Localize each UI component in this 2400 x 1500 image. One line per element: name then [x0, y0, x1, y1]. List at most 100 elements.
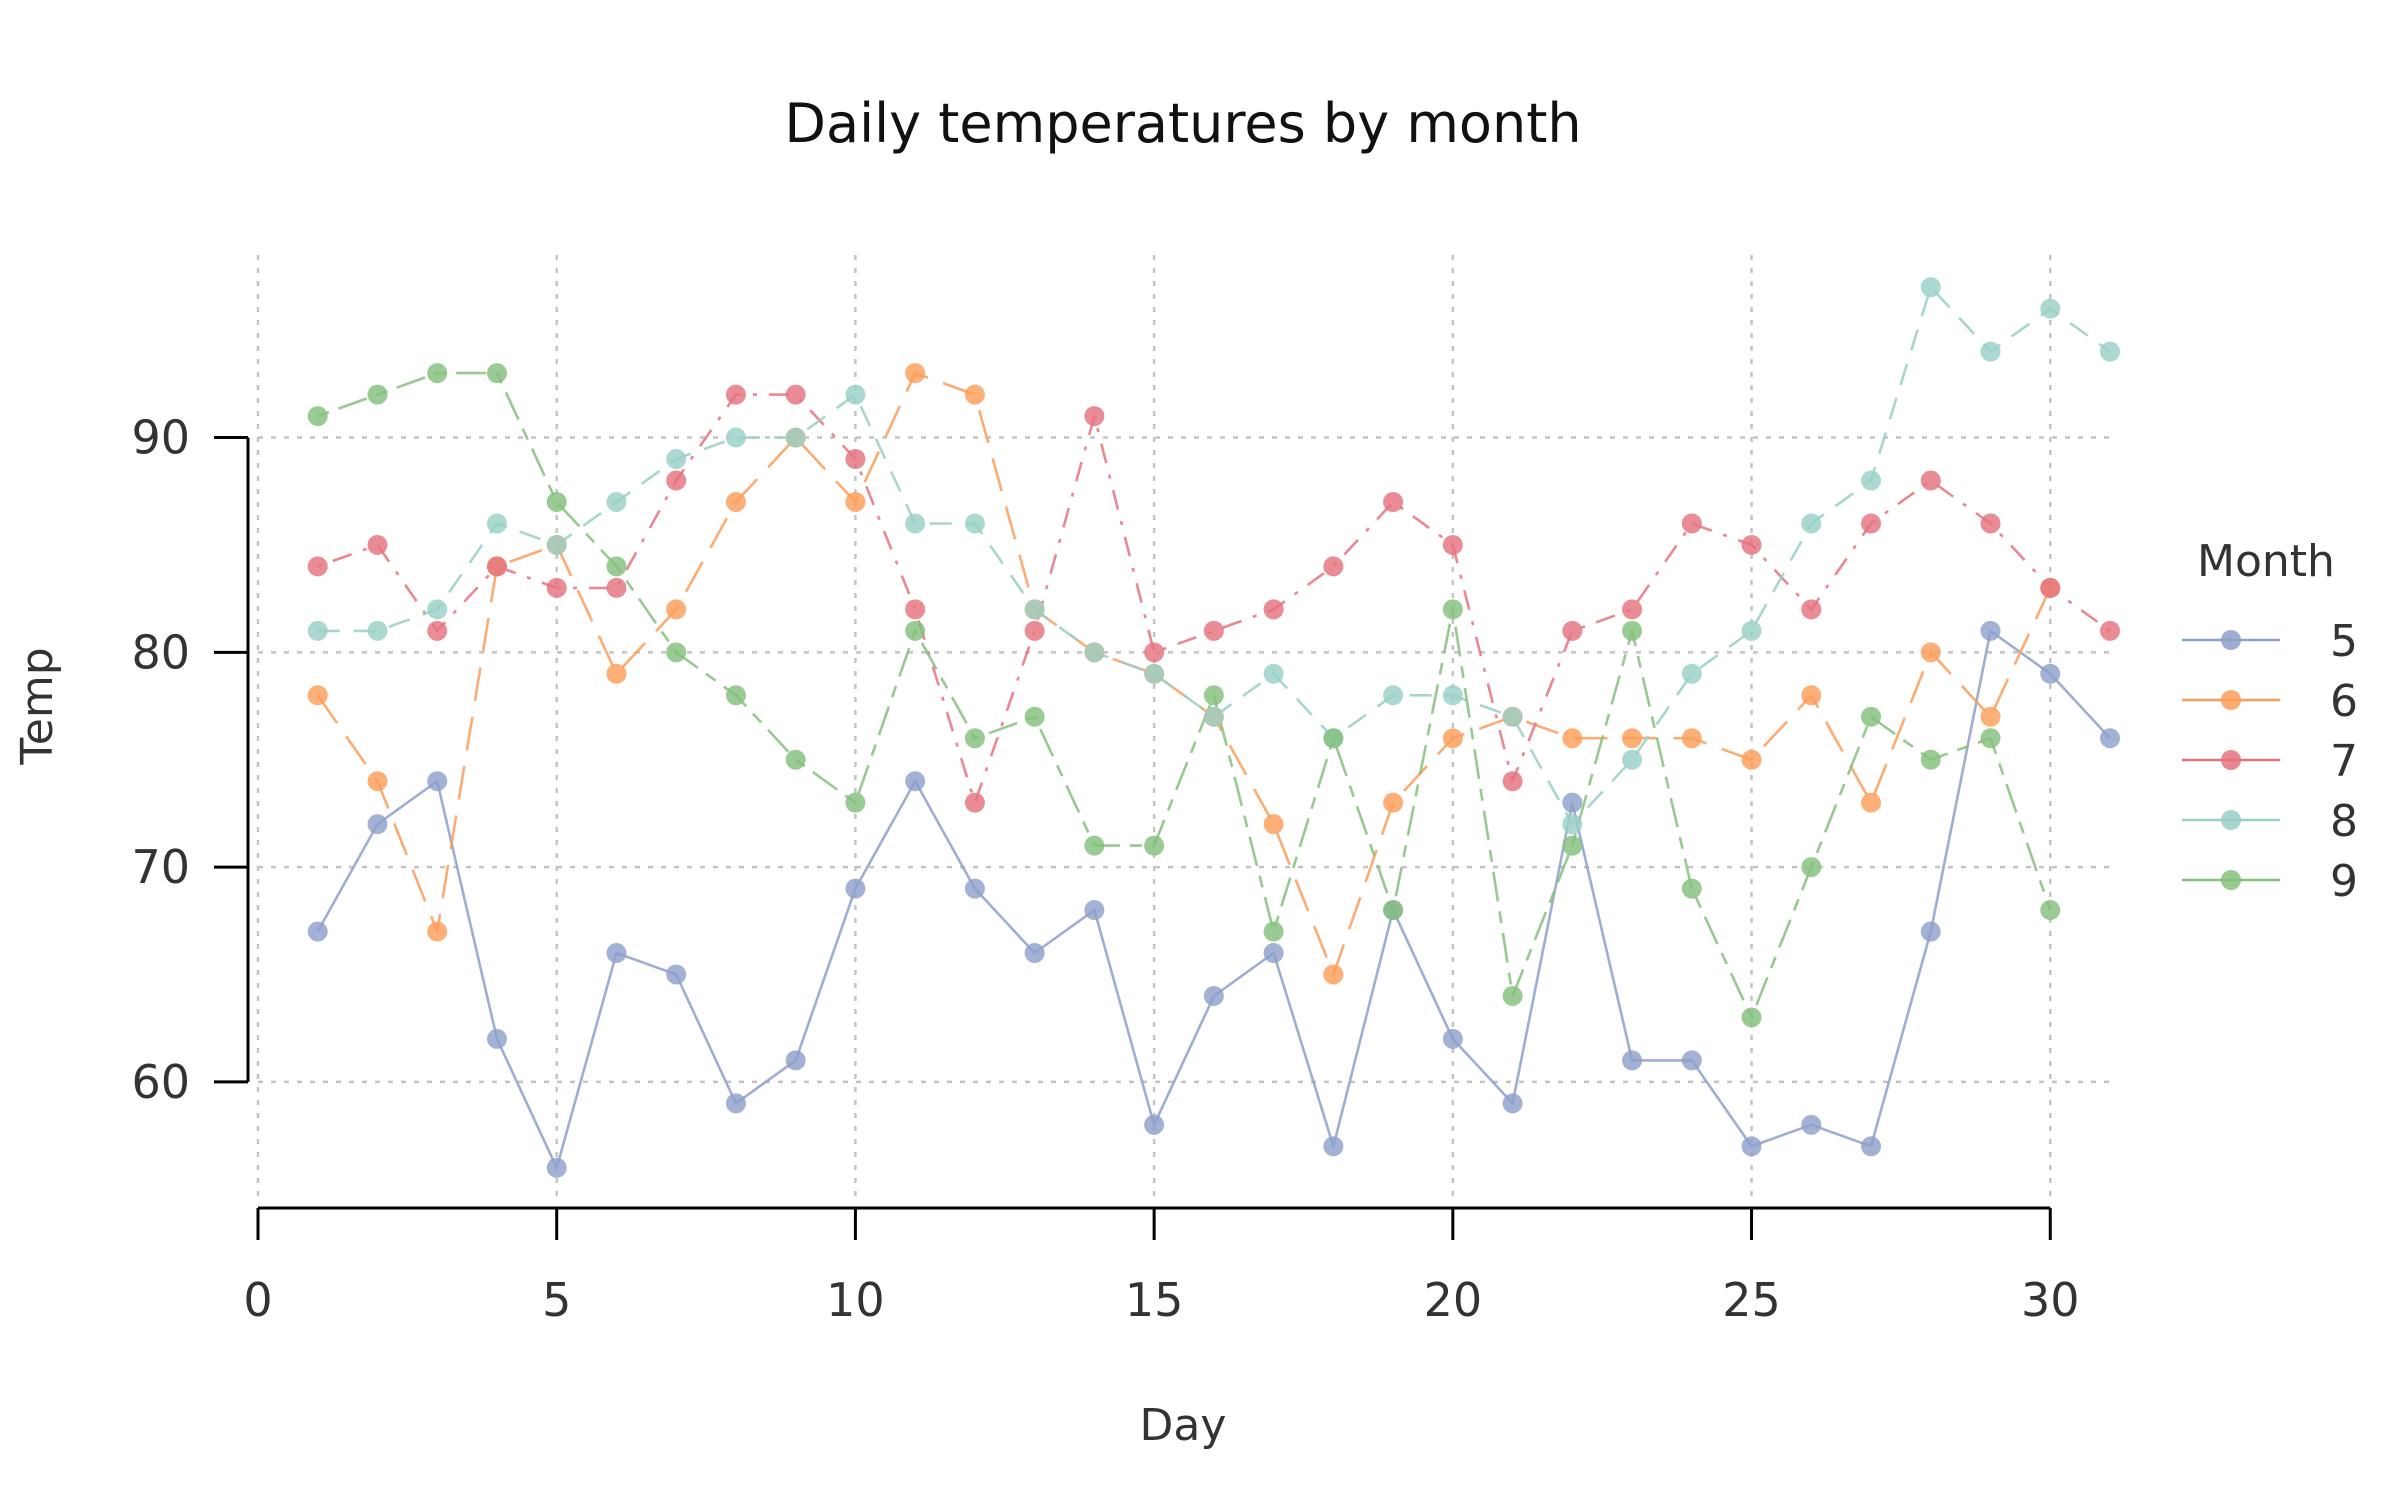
- point-month-8-day-26: [1801, 513, 1822, 534]
- point-month-8-day-23: [1622, 749, 1643, 770]
- point-month-9-day-23: [1622, 620, 1643, 641]
- legend-item-month-7: 7: [2182, 736, 2358, 787]
- point-month-9-day-19: [1383, 900, 1404, 921]
- point-month-6-day-1: [307, 685, 328, 706]
- point-month-7-day-14: [1084, 406, 1105, 427]
- point-month-8-day-3: [427, 599, 448, 620]
- point-month-9-day-29: [1980, 728, 2001, 749]
- point-month-7-day-30: [2040, 577, 2061, 598]
- point-month-9-day-5: [546, 491, 567, 512]
- point-month-5-day-22: [1562, 792, 1583, 813]
- point-month-8-day-29: [1980, 341, 2001, 362]
- point-month-5-day-6: [606, 943, 627, 964]
- point-month-5-day-12: [964, 878, 985, 899]
- point-month-7-day-7: [666, 470, 687, 491]
- point-month-6-day-20: [1442, 728, 1463, 749]
- x-tick-label-30: 30: [2021, 1273, 2080, 1327]
- x-tick-label-15: 15: [1125, 1273, 1184, 1327]
- point-month-5-day-16: [1203, 985, 1224, 1006]
- axes: 0 5 10 15 20 25 30 60 70 80 90: [131, 411, 2079, 1327]
- point-month-8-day-12: [964, 513, 985, 534]
- legend-label-5: 5: [2330, 616, 2358, 667]
- legend-item-month-5: 5: [2182, 616, 2358, 667]
- x-tick-label-20: 20: [1424, 1273, 1483, 1327]
- legend-marker-8: [2221, 810, 2241, 830]
- legend-label-9: 9: [2330, 856, 2358, 907]
- point-month-6-day-6: [606, 663, 627, 684]
- point-month-8-day-2: [367, 620, 388, 641]
- x-axis-title: Day: [1140, 1400, 1227, 1451]
- point-month-8-day-16: [1203, 706, 1224, 727]
- point-month-8-day-1: [307, 620, 328, 641]
- point-month-7-day-19: [1383, 491, 1404, 512]
- point-month-7-day-10: [845, 449, 866, 470]
- point-month-7-day-2: [367, 534, 388, 555]
- point-month-7-day-3: [427, 620, 448, 641]
- point-month-8-day-20: [1442, 685, 1463, 706]
- point-month-9-day-13: [1024, 706, 1045, 727]
- point-month-5-day-30: [2040, 663, 2061, 684]
- point-month-7-day-5: [546, 577, 567, 598]
- point-month-9-day-24: [1681, 878, 1702, 899]
- point-month-9-day-14: [1084, 835, 1105, 856]
- point-month-7-day-13: [1024, 620, 1045, 641]
- point-month-9-day-22: [1562, 835, 1583, 856]
- point-month-9-day-18: [1323, 728, 1344, 749]
- point-month-5-day-7: [666, 964, 687, 985]
- point-month-8-day-17: [1263, 663, 1284, 684]
- point-month-5-day-1: [307, 921, 328, 942]
- y-tick-label-70: 70: [131, 840, 190, 894]
- point-month-5-day-24: [1681, 1050, 1702, 1071]
- legend-marker-9: [2221, 870, 2241, 890]
- point-month-9-day-4: [486, 363, 507, 384]
- point-month-5-day-29: [1980, 620, 2001, 641]
- series-line-month-9: [317, 371, 2052, 1019]
- point-month-5-day-18: [1323, 1136, 1344, 1157]
- point-month-8-day-25: [1741, 620, 1762, 641]
- point-month-5-day-25: [1741, 1136, 1762, 1157]
- point-month-8-day-13: [1024, 599, 1045, 620]
- legend-item-month-8: 8: [2182, 796, 2358, 847]
- point-month-6-day-7: [666, 599, 687, 620]
- point-month-7-day-23: [1622, 599, 1643, 620]
- point-month-5-day-4: [486, 1028, 507, 1049]
- series-points-month-8: [307, 277, 2120, 835]
- point-month-7-day-24: [1681, 513, 1702, 534]
- point-month-8-day-8: [725, 427, 746, 448]
- point-month-8-day-7: [666, 449, 687, 470]
- point-month-5-day-11: [905, 771, 926, 792]
- point-month-6-day-2: [367, 771, 388, 792]
- point-month-8-day-28: [1920, 277, 1941, 298]
- point-month-5-day-15: [1144, 1114, 1165, 1135]
- point-month-5-day-2: [367, 814, 388, 835]
- point-month-8-day-5: [546, 534, 567, 555]
- point-month-6-day-29: [1980, 706, 2001, 727]
- point-month-5-day-9: [785, 1050, 806, 1071]
- point-month-6-day-23: [1622, 728, 1643, 749]
- point-month-7-day-31: [2100, 620, 2120, 641]
- point-month-9-day-6: [606, 556, 627, 577]
- legend-items: 5 6 7 8 9: [2182, 616, 2358, 907]
- point-month-8-day-9: [785, 427, 806, 448]
- point-month-5-day-26: [1801, 1114, 1822, 1135]
- point-month-6-day-26: [1801, 685, 1822, 706]
- legend-item-month-6: 6: [2182, 676, 2358, 727]
- point-month-5-day-13: [1024, 943, 1045, 964]
- point-month-7-day-29: [1980, 513, 2001, 534]
- point-month-7-day-27: [1861, 513, 1882, 534]
- point-month-9-day-20: [1442, 599, 1463, 620]
- point-month-8-day-15: [1144, 663, 1165, 684]
- point-month-8-day-30: [2040, 298, 2061, 319]
- point-month-6-day-22: [1562, 728, 1583, 749]
- point-month-5-day-21: [1502, 1093, 1523, 1114]
- point-month-7-day-12: [964, 792, 985, 813]
- point-month-9-day-1: [307, 406, 328, 427]
- point-month-5-day-17: [1263, 943, 1284, 964]
- point-month-6-day-24: [1681, 728, 1702, 749]
- point-month-8-day-10: [845, 384, 866, 405]
- point-month-9-day-21: [1502, 985, 1523, 1006]
- point-month-9-day-17: [1263, 921, 1284, 942]
- point-month-6-day-12: [964, 384, 985, 405]
- legend-label-7: 7: [2330, 736, 2358, 787]
- point-month-6-day-25: [1741, 749, 1762, 770]
